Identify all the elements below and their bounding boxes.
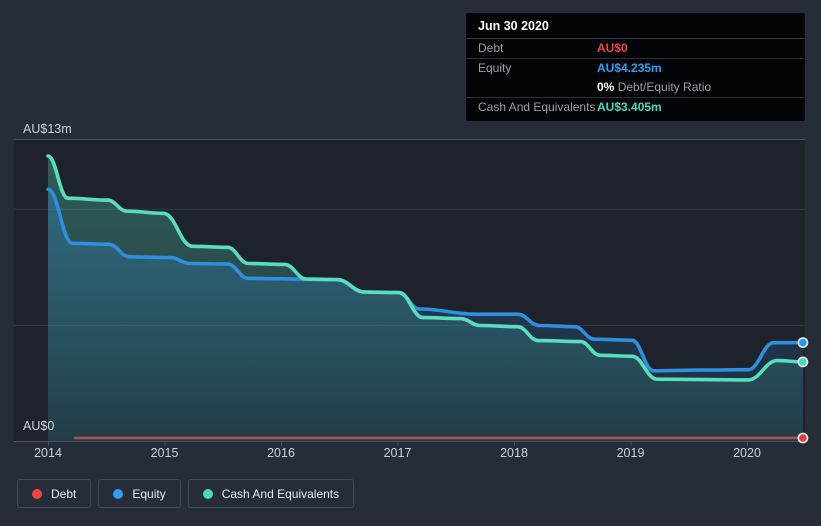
- legend-item-equity[interactable]: Equity: [98, 479, 181, 508]
- debt-equity-history-chart[interactable]: AU$13m AU$0 2014 2015 2016 2017 2018 2019 2020: [0, 0, 821, 470]
- tooltip-equity-label: Equity: [478, 61, 512, 75]
- tooltip-ratio-label: Debt/Equity Ratio: [617, 80, 712, 94]
- tooltip-ratio-percent: 0%: [597, 80, 615, 94]
- x-tick-label-2017: 2017: [384, 446, 412, 460]
- tooltip-equity-row: Equity AU$4.235m: [466, 58, 805, 78]
- series-areas: [48, 156, 803, 441]
- legend-item-debt[interactable]: Debt: [17, 479, 92, 508]
- tooltip-cash-row: Cash And Equivalents AU$3.405m: [466, 97, 805, 117]
- legend-equity-label: Equity: [132, 486, 166, 501]
- equity-line[interactable]: [46, 187, 805, 373]
- x-tick-label-2019: 2019: [617, 446, 645, 460]
- tooltip-ratio-value: 0% Debt/Equity Ratio: [597, 80, 711, 95]
- legend-debt-label: Debt: [51, 486, 77, 501]
- series-lines[interactable]: [46, 154, 805, 440]
- series-end-dots[interactable]: [797, 337, 809, 444]
- x-tick-label-2015: 2015: [151, 446, 179, 460]
- cash-end-dot[interactable]: [797, 356, 809, 368]
- cash-legend-dot-icon: [202, 488, 213, 499]
- y-axis-bottom-label: AU$0: [23, 419, 54, 433]
- equity-area: [48, 189, 803, 441]
- tooltip-debt-label: Debt: [478, 41, 504, 55]
- tooltip-debt-row: Debt AU$0: [466, 39, 805, 58]
- chart-legend: Debt Equity Cash And Equivalents: [17, 479, 355, 508]
- tooltip-cash-label: Cash And Equivalents: [478, 100, 596, 114]
- tooltip-debt-value: AU$0: [597, 41, 628, 55]
- tooltip-date: Jun 30 2020: [466, 13, 805, 39]
- legend-cash-label: Cash And Equivalents: [221, 486, 340, 501]
- tooltip-equity-value: AU$4.235m: [597, 61, 662, 75]
- chart-tooltip: Jun 30 2020 Debt AU$0 Equity AU$4.235m 0…: [466, 13, 805, 121]
- legend-item-cash[interactable]: Cash And Equivalents: [187, 479, 355, 508]
- x-tick-label-2014: 2014: [34, 446, 62, 460]
- debt-end-dot[interactable]: [797, 432, 809, 444]
- tooltip-ratio-row: 0% Debt/Equity Ratio: [466, 78, 805, 97]
- x-axis-ticks: 2014 2015 2016 2017 2018 2019 2020: [34, 441, 761, 460]
- cash-line[interactable]: [46, 154, 805, 382]
- tooltip-cash-value: AU$3.405m: [597, 100, 662, 114]
- x-tick-label-2016: 2016: [267, 446, 295, 460]
- x-tick-label-2018: 2018: [500, 446, 528, 460]
- equity-legend-dot-icon: [113, 488, 124, 499]
- x-tick-label-2020: 2020: [733, 446, 761, 460]
- debt-legend-dot-icon: [32, 488, 42, 499]
- equity-end-dot[interactable]: [797, 337, 809, 349]
- y-axis-top-label: AU$13m: [23, 122, 72, 136]
